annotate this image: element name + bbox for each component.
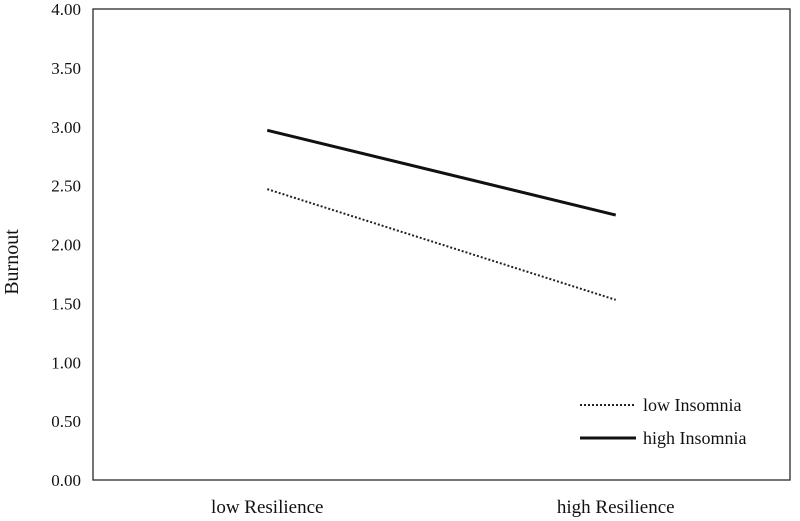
series-lines (266, 128, 617, 301)
series-line-low-insomnia (266, 188, 617, 301)
series-line-high-insomnia (266, 128, 617, 217)
y-axis-title: Burnout (1, 229, 23, 295)
y-tick-label: 1.00 (51, 353, 81, 372)
y-tick-label: 0.00 (51, 471, 81, 490)
y-tick-label: 1.50 (51, 294, 81, 313)
y-tick-label: 2.50 (51, 177, 81, 196)
y-tick-label: 2.00 (51, 236, 81, 255)
legend-label: low Insomnia (643, 395, 742, 415)
y-axis-ticks: 0.00 0.50 1.00 1.50 2.00 2.50 3.00 3.50 4.00 (51, 0, 81, 490)
plot-area-frame (92, 8, 791, 481)
y-tick-label: 0.50 (51, 412, 81, 431)
x-category-label: high Resilience (557, 497, 675, 518)
x-category-label: low Resilience (211, 497, 323, 518)
legend-label: high Insomnia (643, 428, 747, 448)
y-tick-label: 4.00 (51, 0, 81, 19)
y-tick-label: 3.00 (51, 118, 81, 137)
y-tick-label: 3.50 (51, 59, 81, 78)
legend: low Insomnia high Insomnia (580, 395, 747, 448)
x-axis-ticks: low Resilience high Resilience (211, 497, 675, 518)
